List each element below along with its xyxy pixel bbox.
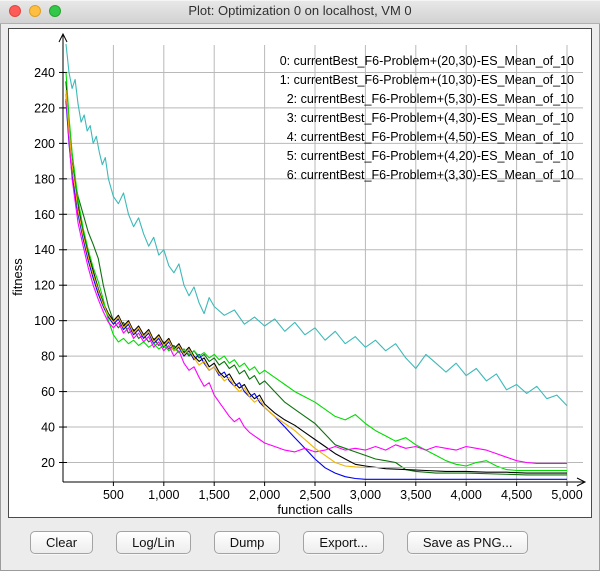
- plot-window: { "window": { "title": "Plot: Optimizati…: [0, 0, 600, 571]
- y-tick-label: 80: [41, 350, 55, 364]
- legend-entry-0: 0: currentBest_F6-Problem+(20,30)-ES_Mea…: [280, 54, 574, 68]
- x-tick-label: 3,000: [350, 488, 381, 502]
- x-tick-label: 500: [103, 488, 124, 502]
- legend-entry-5: 5: currentBest_F6-Problem+(4,20)-ES_Mean…: [287, 149, 574, 163]
- clear-button[interactable]: Clear: [30, 531, 93, 554]
- y-tick-label: 240: [34, 66, 55, 80]
- x-tick-label: 3,500: [400, 488, 431, 502]
- button-row: Clear Log/Lin Dump Export... Save as PNG…: [30, 531, 528, 554]
- y-tick-label: 180: [34, 172, 55, 186]
- x-tick-label: 4,500: [501, 488, 532, 502]
- y-tick-label: 120: [34, 279, 55, 293]
- dump-button[interactable]: Dump: [214, 531, 281, 554]
- x-tick-label: 1,000: [148, 488, 179, 502]
- y-tick-label: 160: [34, 208, 55, 222]
- x-tick-label: 4,000: [451, 488, 482, 502]
- legend-entry-3: 3: currentBest_F6-Problem+(4,30)-ES_Mean…: [287, 111, 574, 125]
- y-axis-label: fitness: [10, 258, 25, 296]
- window-title: Plot: Optimization 0 on localhost, VM 0: [0, 3, 600, 18]
- y-tick-label: 220: [34, 101, 55, 115]
- y-tick-label: 60: [41, 385, 55, 399]
- legend-entry-6: 6: currentBest_F6-Problem+(3,30)-ES_Mean…: [287, 168, 574, 182]
- x-tick-label: 2,000: [249, 488, 280, 502]
- y-tick-label: 140: [34, 243, 55, 257]
- save-as-png-button[interactable]: Save as PNG...: [407, 531, 529, 554]
- legend-entry-1: 1: currentBest_F6-Problem+(10,30)-ES_Mea…: [280, 73, 574, 87]
- series-line-6: [66, 90, 567, 467]
- log-lin-button[interactable]: Log/Lin: [116, 531, 191, 554]
- chart-canvas[interactable]: 20 40 60 80 100 120 140 160 180 200 220 240 500 1,000…: [9, 29, 591, 517]
- x-tick-label: 2,500: [299, 488, 330, 502]
- y-tick-label: 200: [34, 137, 55, 151]
- y-tick-label: 40: [41, 421, 55, 435]
- x-tick-label: 1,500: [199, 488, 230, 502]
- x-axis-label: function calls: [277, 502, 353, 517]
- legend-entry-4: 4: currentBest_F6-Problem+(4,50)-ES_Mean…: [287, 130, 574, 144]
- export-button[interactable]: Export...: [303, 531, 383, 554]
- x-tick-label: 5,000: [551, 488, 582, 502]
- legend-entry-2: 2: currentBest_F6-Problem+(5,30)-ES_Mean…: [287, 92, 574, 106]
- plot-panel: 20 40 60 80 100 120 140 160 180 200 220 240 500 1,000…: [8, 28, 592, 518]
- titlebar[interactable]: Plot: Optimization 0 on localhost, VM 0: [0, 0, 600, 24]
- y-tick-label: 100: [34, 314, 55, 328]
- y-tick-label: 20: [41, 456, 55, 470]
